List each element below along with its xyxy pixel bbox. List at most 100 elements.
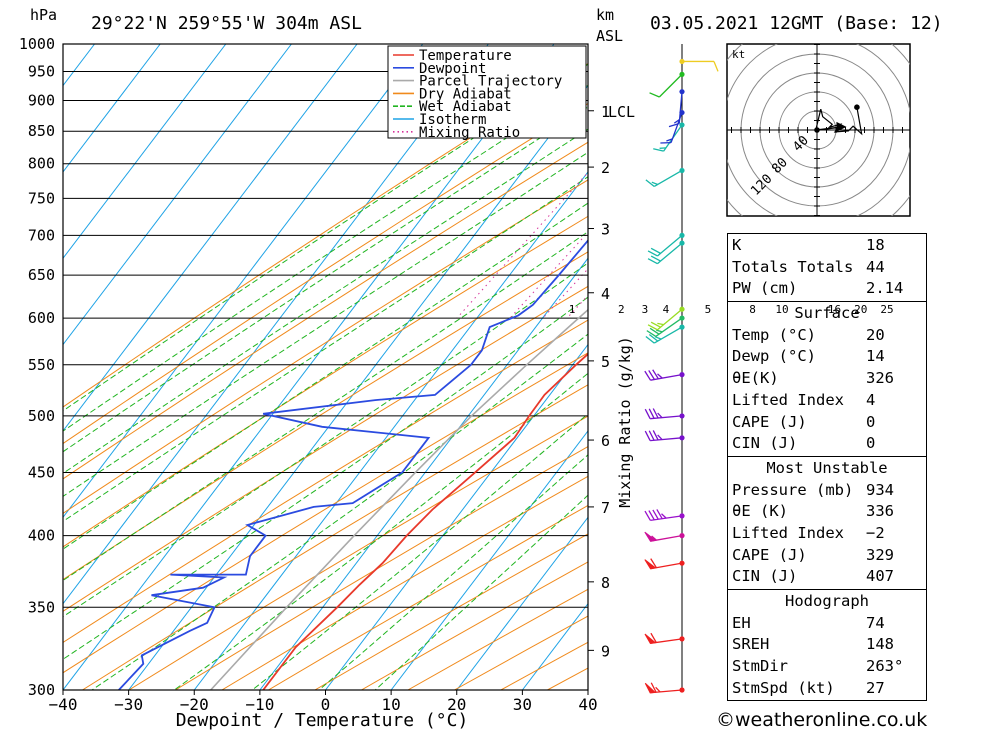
wind-barb [679, 58, 719, 72]
legend-label: Parcel Trajectory [419, 74, 562, 90]
index-row: Totals Totals 44 [732, 257, 885, 276]
pressure-tick-label: 300 [28, 681, 55, 699]
wind-barb [649, 71, 685, 98]
mixing-ratio-label: 25 [880, 303, 893, 316]
dry-adiabat-line [175, 445, 588, 690]
x-axis-label: Dewpoint / Temperature (°C) [176, 710, 469, 731]
dry-adiabat-line [128, 415, 588, 690]
general-indices: K 18 Totals Totals 44 PW (cm) 2.14 [727, 233, 927, 303]
temperature-line [262, 352, 588, 690]
wind-barb [646, 315, 685, 337]
mixing-ratio-label: 10 [775, 303, 788, 316]
wind-barb [645, 324, 685, 344]
km-tick-label: 5 [601, 353, 610, 371]
index-row: SREH 148 [732, 635, 894, 654]
wind-barb [644, 558, 685, 570]
index-row: Lifted Index 4 [732, 390, 876, 409]
x-tick-label: −30 [114, 695, 143, 714]
wind-barb [668, 89, 685, 128]
isotherm-line [456, 516, 588, 690]
dewpoint-line [118, 239, 588, 690]
hodograph-top-point [854, 104, 860, 110]
isotherm-line [63, 44, 555, 690]
legend-label: Mixing Ratio [419, 125, 520, 141]
km-tick-label: 3 [601, 221, 610, 239]
isotherm-line [63, 44, 292, 346]
index-row: K 18 [732, 236, 885, 254]
most-unstable-indices: Most Unstable Pressure (mb) 934 θE (K) 336… [727, 456, 927, 590]
x-tick-label: −20 [180, 695, 209, 714]
wet-adiabat-line [318, 454, 588, 690]
pressure-tick-label: 750 [28, 189, 55, 207]
index-row: CIN (J) 407 [732, 567, 894, 586]
wind-barb [644, 408, 685, 420]
pressure-tick-label: 700 [28, 226, 55, 244]
wind-barb [647, 232, 685, 257]
x-tick-label: 20 [447, 695, 466, 714]
mixing-ratio-label: 1 [569, 303, 576, 316]
pressure-tick-label: 550 [28, 356, 55, 374]
isotherm-line [63, 44, 161, 173]
legend-label: Dry Adiabat [419, 86, 512, 102]
legend-label: Dewpoint [419, 61, 486, 77]
mixing-ratio-label: 2 [618, 303, 625, 316]
pressure-tick-label: 500 [28, 407, 55, 425]
x-tick-label: 30 [513, 695, 532, 714]
wet-adiabat-line [63, 128, 588, 474]
mixing-ratio-label: 20 [854, 303, 867, 316]
dry-adiabat-line [63, 352, 588, 674]
index-row: StmDir 263° [732, 657, 904, 676]
pressure-tick-label: 650 [28, 266, 55, 284]
index-row: θE(K) 326 [732, 369, 894, 388]
mixing-ratio-label: 16 [828, 303, 841, 316]
section-title: Surface [794, 304, 860, 323]
indices-panel: K 18 Totals Totals 44 PW (cm) 2.14 Surface … [727, 233, 927, 702]
x-tick-label: 0 [321, 695, 331, 714]
asl-unit: ASL [596, 27, 623, 45]
km-tick-label: 8 [601, 574, 610, 592]
index-row: θE (K) 336 [732, 502, 894, 521]
isotherm-line [128, 84, 588, 690]
isotherm-line [259, 257, 588, 690]
pressure-tick-label: 900 [28, 92, 55, 110]
pressure-tick-label: 450 [28, 463, 55, 481]
wind-barb [644, 531, 685, 542]
section-title: Hodograph [785, 592, 869, 610]
wind-barb [644, 430, 685, 442]
pressure-tick-label: 800 [28, 155, 55, 173]
index-row: PW (cm) 2.14 [732, 279, 904, 298]
index-row: Dewp (°C) 14 [732, 347, 885, 366]
km-tick-label: 6 [601, 432, 610, 450]
wet-adiabat-line [374, 494, 588, 690]
legend [387, 45, 587, 139]
mixing-ratio-label: 3 [642, 303, 649, 316]
section-title: Most Unstable [766, 458, 888, 477]
credit-link[interactable]: ©weatheronline.co.uk [716, 709, 928, 731]
parcel-trajectory-line [210, 308, 588, 690]
x-tick-label: 40 [578, 695, 597, 714]
hodograph-unit: kt [732, 48, 745, 61]
wind-barb [644, 682, 685, 694]
pressure-tick-label: 600 [28, 309, 55, 327]
km-unit: km [596, 6, 614, 24]
mixing-ratio-label: 5 [705, 303, 712, 316]
wind-barb [644, 632, 685, 644]
wet-adiabat-line [63, 63, 588, 412]
wet-adiabat-line [173, 372, 588, 690]
km-tick-label: 7 [601, 499, 610, 517]
dry-adiabat-line [63, 285, 588, 612]
x-tick-label: −40 [49, 695, 78, 714]
index-row: CAPE (J) 329 [732, 545, 894, 564]
index-row: CIN (J) 0 [732, 434, 876, 453]
km-tick-label: 9 [601, 642, 610, 660]
datetime-title: 03.05.2021 12GMT (Base: 12) [650, 13, 943, 34]
index-row: CAPE (J) 0 [732, 412, 876, 431]
dry-adiabat-line [63, 141, 588, 480]
mixing-ratio-label: 4 [663, 303, 670, 316]
dry-adiabat-line [82, 384, 588, 690]
legend-label: Wet Adiabat [419, 99, 512, 115]
index-row: Lifted Index −2 [732, 523, 885, 542]
wind-barb [644, 509, 685, 521]
isotherm-line [63, 44, 489, 605]
